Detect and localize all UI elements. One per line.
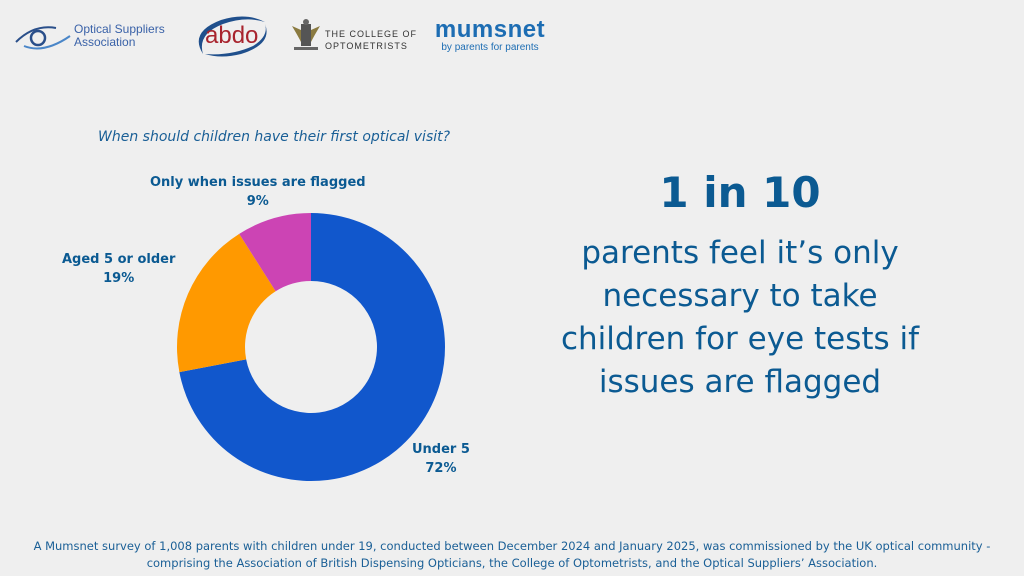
headline-text: parents feel it’s only necessary to take… [540, 232, 940, 404]
headline-line: issues are flagged [598, 364, 882, 400]
coat-of-arms-icon [292, 19, 320, 50]
mumsnet-logo: mumsnet by parents for parents [430, 18, 550, 58]
slice-value: 9% [246, 194, 269, 209]
abdo-logo: abdo [191, 14, 271, 58]
headline-line: parents feel it’s only [581, 235, 899, 271]
headline-line: necessary to take [602, 278, 878, 314]
footnote-line2: comprising the Association of British Di… [146, 556, 878, 570]
donut-slice-only-when-issues-are-flagged [239, 213, 311, 292]
abdo-swoosh-icon [198, 16, 267, 57]
chart-title: When should children have their first op… [98, 129, 451, 145]
slice-category: Only when issues are flagged [150, 175, 366, 190]
headline-line: children for eye tests if [560, 321, 920, 357]
mumsnet-tagline: by parents for parents [441, 42, 539, 53]
college-line2: OPTOMETRISTS [325, 41, 408, 51]
slice-value: 72% [425, 461, 457, 476]
eye-icon [15, 26, 71, 50]
slice-label-under-5: Under 5 72% [412, 440, 470, 478]
optical-suppliers-association-logo: Optical Suppliers Association [14, 22, 184, 52]
headline-stat: 1 in 10 [659, 168, 821, 217]
donut-slice-under-5 [179, 213, 445, 481]
college-of-optometrists-logo: THE COLLEGE OF OPTOMETRISTS [290, 18, 420, 54]
osa-line2: Association [74, 35, 136, 49]
slice-label-aged-5-or-older: Aged 5 or older 19% [62, 250, 175, 288]
slice-label-only-when-flagged: Only when issues are flagged 9% [150, 173, 366, 211]
footnote-line1: A Mumsnet survey of 1,008 parents with c… [33, 539, 991, 553]
survey-footnote: A Mumsnet survey of 1,008 parents with c… [0, 538, 1024, 572]
mumsnet-name: mumsnet [434, 16, 546, 43]
slice-category: Aged 5 or older [62, 252, 176, 267]
college-line1: THE COLLEGE OF [325, 29, 418, 39]
slice-category: Under 5 [412, 442, 470, 457]
abdo-text: abdo [205, 22, 259, 49]
osa-line1: Optical Suppliers [74, 22, 165, 36]
donut-slice-aged-5-or-older [176, 233, 276, 373]
slice-value: 19% [103, 271, 135, 286]
